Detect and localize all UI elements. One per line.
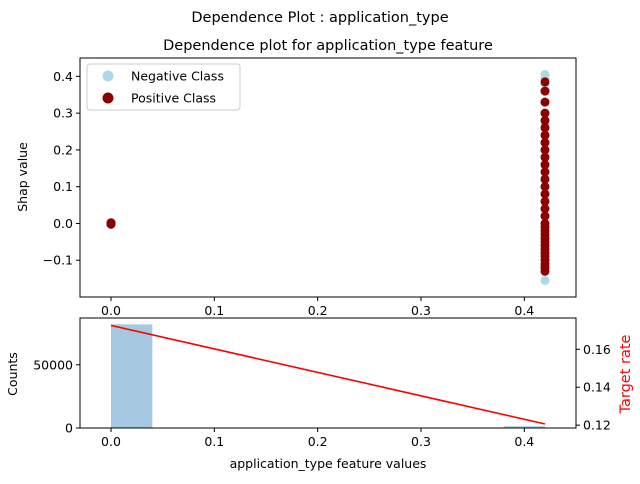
scatter-y-tick-label: 0.0 <box>53 216 73 231</box>
histogram-x-tick-label: 0.2 <box>308 434 328 449</box>
target-rate-y-ticks: 0.12 0.14 0.16 <box>576 342 611 433</box>
histogram-y-axis-label: Counts <box>5 352 20 396</box>
histogram-y-tick-label: 50000 <box>33 357 73 372</box>
histogram-bar <box>111 324 153 428</box>
scatter-y-tick-label: −0.1 <box>43 253 73 268</box>
positive-class-point <box>106 218 116 228</box>
positive-class-point <box>540 160 550 170</box>
scatter-y-tick-label: 0.2 <box>53 142 73 157</box>
positive-class-point <box>540 86 550 96</box>
target-rate-y-tick-label: 0.14 <box>583 380 611 395</box>
histogram-bars <box>111 324 545 428</box>
scatter-x-tick-label: 0.3 <box>411 303 431 318</box>
positive-class-point <box>540 167 550 177</box>
positive-class-point <box>540 123 550 133</box>
scatter-axes-frame <box>79 57 577 298</box>
positive-class-point <box>540 196 550 206</box>
positive-class-point <box>540 204 550 214</box>
legend-marker-positive <box>102 92 114 104</box>
histogram-x-tick-label: 0.1 <box>204 434 224 449</box>
scatter-x-ticks: 0.0 0.1 0.2 0.3 0.4 <box>101 297 534 318</box>
target-rate-y-tick-label: 0.16 <box>583 342 611 357</box>
positive-class-point <box>540 145 550 155</box>
histogram-x-tick-label: 0.0 <box>101 434 121 449</box>
scatter-y-tick-label: 0.4 <box>53 69 73 84</box>
scatter-legend: Negative Class Positive Class <box>86 63 241 111</box>
positive-class-point <box>540 138 550 148</box>
target-rate-polyline <box>110 324 546 425</box>
target-rate-axis-label: Target rate <box>618 334 634 414</box>
scatter-y-axis-label: Shap value <box>15 142 30 212</box>
scatter-panel: Dependence plot for application_type fea… <box>15 38 577 318</box>
histogram-x-tick-label: 0.3 <box>411 434 431 449</box>
legend-label-negative: Negative Class <box>131 69 224 84</box>
histogram-y-tick-label: 0 <box>65 421 73 436</box>
histogram-y-ticks: 0 50000 <box>33 357 80 436</box>
positive-class-point <box>540 77 550 87</box>
positive-class-point <box>540 211 550 221</box>
histogram-x-tick-label: 0.4 <box>514 434 534 449</box>
scatter-points <box>106 70 550 285</box>
positive-class-point <box>540 116 550 126</box>
scatter-x-tick-label: 0.4 <box>514 303 534 318</box>
positive-class-point <box>540 97 550 107</box>
scatter-y-tick-label: 0.3 <box>53 106 73 121</box>
positive-class-point <box>540 108 550 118</box>
scatter-title: Dependence plot for application_type fea… <box>163 38 493 54</box>
negative-class-point <box>540 275 550 285</box>
figure-suptitle: Dependence Plot : application_type <box>191 10 448 26</box>
histogram-x-axis-label: application_type feature values <box>230 456 427 471</box>
histogram-bar <box>503 426 545 428</box>
positive-class-point <box>540 152 550 162</box>
histogram-x-ticks: 0.0 0.1 0.2 0.3 0.4 <box>101 428 534 449</box>
legend-box <box>86 63 241 111</box>
positive-class-point <box>540 130 550 140</box>
scatter-x-tick-label: 0.1 <box>204 303 224 318</box>
histogram-panel: 0 50000 0.12 0.14 0.16 0.0 0.1 0.2 0.3 0.4 Coun… <box>5 317 634 471</box>
histogram-axes-frame <box>79 317 577 429</box>
scatter-x-tick-label: 0.2 <box>308 303 328 318</box>
positive-class-point <box>540 266 550 276</box>
scatter-y-tick-label: 0.1 <box>53 179 73 194</box>
positive-class-point <box>540 174 550 184</box>
positive-class-point <box>540 182 550 192</box>
legend-marker-negative <box>102 70 114 82</box>
legend-label-positive: Positive Class <box>131 91 216 106</box>
scatter-x-tick-label: 0.0 <box>101 303 121 318</box>
target-rate-y-tick-label: 0.12 <box>583 418 611 433</box>
scatter-y-ticks: −0.1 0.0 0.1 0.2 0.3 0.4 <box>43 69 80 268</box>
positive-class-point <box>540 189 550 199</box>
target-rate-line <box>110 324 546 425</box>
